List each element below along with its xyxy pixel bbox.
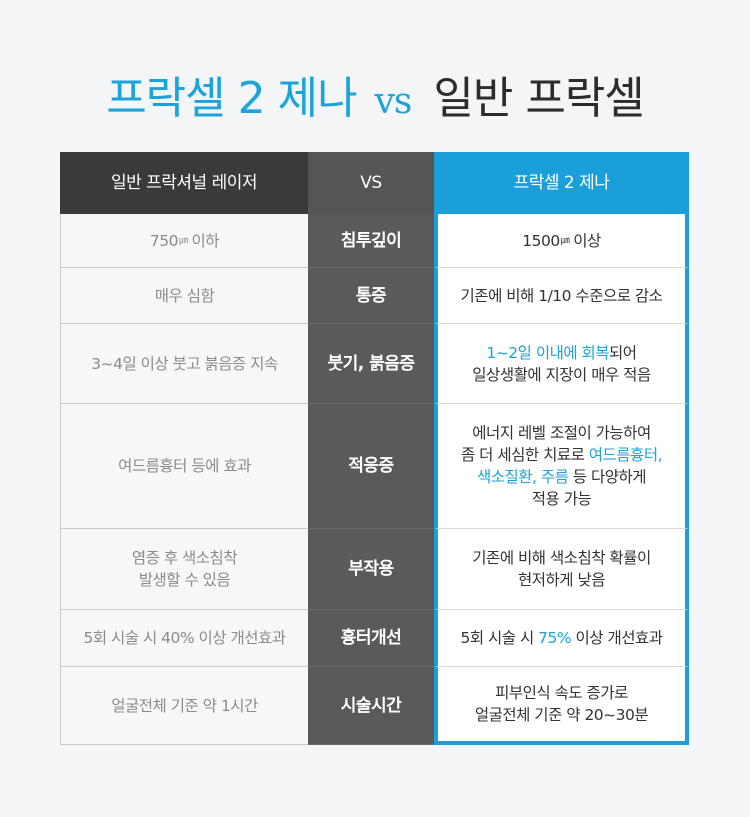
table-row: 얼굴전체 기준 약 1시간 시술시간 피부인식 속도 증가로 얼굴전체 기준 약… <box>60 667 689 745</box>
row-category: 흉터개선 <box>308 610 434 667</box>
zena-value: 기존에 비해 1/10 수준으로 감소 <box>434 268 689 324</box>
table-row: 여드름흉터 등에 효과 적응증 에너지 레벨 조절이 가능하여 좀 더 세심한 … <box>60 404 689 529</box>
header-vs: VS <box>308 152 434 214</box>
general-value: 여드름흉터 등에 효과 <box>60 404 308 529</box>
zena-value: 1~2일 이내에 회복되어 일상생활에 지장이 매우 적음 <box>434 324 689 404</box>
table-header: 일반 프락셔널 레이저 VS 프락셀 2 제나 <box>60 152 689 214</box>
table-row: 3~4일 이상 붓고 붉음증 지속 붓기, 붉음증 1~2일 이내에 회복되어 … <box>60 324 689 404</box>
row-category: 통증 <box>308 268 434 324</box>
page-title: 프락셀 2 제나 vs 일반 프락셀 <box>0 62 750 126</box>
comparison-table: 일반 프락셔널 레이저 VS 프락셀 2 제나 750 ㎛ 이하 침투깊이 1500… <box>60 152 689 745</box>
zena-value: 5회 시술 시 75% 이상 개선효과 <box>434 610 689 667</box>
zena-value: 1500 ㎛ 이상 <box>434 214 689 268</box>
header-general-laser: 일반 프락셔널 레이저 <box>60 152 308 214</box>
row-category: 부작용 <box>308 529 434 610</box>
general-value: 5회 시술 시 40% 이상 개선효과 <box>60 610 308 667</box>
zena-value: 에너지 레벨 조절이 가능하여 좀 더 세심한 치료로 여드름흉터, 색소질환,… <box>434 404 689 529</box>
general-value: 3~4일 이상 붓고 붉음증 지속 <box>60 324 308 404</box>
row-category: 붓기, 붉음증 <box>308 324 434 404</box>
row-category: 시술시간 <box>308 667 434 745</box>
highlight-text: 1~2일 이내에 회복 <box>486 343 610 362</box>
table-row: 5회 시술 시 40% 이상 개선효과 흉터개선 5회 시술 시 75% 이상 … <box>60 610 689 667</box>
table-row: 매우 심함 통증 기존에 비해 1/10 수준으로 감소 <box>60 268 689 324</box>
highlight-text: 여드름흉터, 색소질환, 주름 <box>476 446 663 486</box>
title-product: 프락셀 2 제나 <box>106 73 357 124</box>
highlight-text: 75% <box>538 629 572 647</box>
header-fraxel-zena: 프락셀 2 제나 <box>434 152 689 214</box>
row-category: 침투깊이 <box>308 214 434 268</box>
general-value: 750 ㎛ 이하 <box>60 214 308 268</box>
title-vs: vs <box>374 81 413 122</box>
zena-value: 기존에 비해 색소침착 확률이 현저하게 낮음 <box>434 529 689 610</box>
general-value: 얼굴전체 기준 약 1시간 <box>60 667 308 745</box>
row-category: 적응증 <box>308 404 434 529</box>
table-row: 염증 후 색소침착 발생할 수 있음 부작용 기존에 비해 색소침착 확률이 현… <box>60 529 689 610</box>
zena-value: 피부인식 속도 증가로 얼굴전체 기준 약 20~30분 <box>434 667 689 745</box>
general-value: 매우 심함 <box>60 268 308 324</box>
general-value: 염증 후 색소침착 발생할 수 있음 <box>60 529 308 610</box>
table-row: 750 ㎛ 이하 침투깊이 1500 ㎛ 이상 <box>60 214 689 268</box>
title-compare: 일반 프락셀 <box>433 73 644 124</box>
